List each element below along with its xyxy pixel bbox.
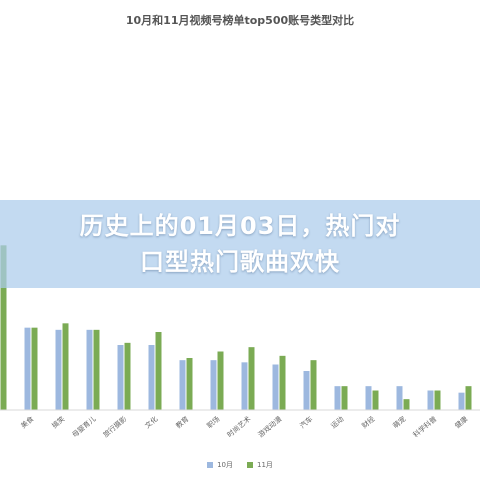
bar-oct-13 bbox=[396, 386, 403, 410]
bar-oct-3 bbox=[86, 329, 93, 410]
x-tick-label-9: 游戏动漫 bbox=[256, 414, 283, 439]
bar-nov-7 bbox=[217, 351, 224, 410]
legend-label-11: 11月 bbox=[257, 461, 273, 469]
legend-item-10: 10月 bbox=[207, 460, 233, 470]
bar-nov-12 bbox=[372, 390, 379, 410]
x-tick-label-2: 搞笑 bbox=[50, 414, 67, 430]
x-tick-label-1: 美食 bbox=[19, 414, 36, 430]
bar-oct-15 bbox=[458, 392, 465, 410]
x-tick-label-12: 财经 bbox=[360, 414, 377, 430]
x-tick-label-8: 时尚艺术 bbox=[225, 414, 252, 439]
headline-line-1: 历史上的01月03日，热门对 bbox=[79, 212, 401, 240]
bar-oct-12 bbox=[365, 386, 372, 410]
legend-swatch-10 bbox=[207, 462, 214, 468]
bar-oct-1 bbox=[24, 327, 31, 410]
bar-nov-8 bbox=[248, 347, 255, 410]
bar-oct-4 bbox=[117, 345, 124, 410]
bar-nov-14 bbox=[434, 390, 441, 410]
legend-swatch-11 bbox=[247, 462, 253, 468]
bar-nov-6 bbox=[186, 358, 193, 410]
bar-nov-13 bbox=[403, 399, 410, 410]
headline-overlay: 历史上的01月03日，热门对 口型热门歌曲欢快 bbox=[0, 200, 480, 288]
headline-text: 历史上的01月03日，热门对 口型热门歌曲欢快 bbox=[0, 208, 480, 280]
x-tick-label-15: 健康 bbox=[453, 414, 470, 430]
legend-label-10: 10月 bbox=[217, 461, 233, 469]
bar-nov-9 bbox=[279, 355, 286, 410]
bar-oct-2 bbox=[55, 329, 62, 410]
x-tick-label-10: 汽车 bbox=[298, 414, 315, 430]
bar-oct-10 bbox=[303, 371, 310, 410]
bar-oct-11 bbox=[334, 386, 341, 410]
x-tick-label-7: 职场 bbox=[205, 414, 222, 430]
legend-item-11: 11月 bbox=[247, 460, 273, 470]
bar-nov-0 bbox=[0, 245, 7, 410]
bar-nov-3 bbox=[93, 329, 100, 410]
x-tick-label-13: 萌宠 bbox=[391, 414, 408, 430]
bar-oct-9 bbox=[272, 364, 279, 410]
x-tick-label-6: 教育 bbox=[174, 414, 191, 430]
x-tick-label-3: 母婴育儿 bbox=[70, 414, 97, 439]
chart-legend: 10月 11月 bbox=[0, 460, 480, 470]
chart-title: 10月和11月视频号榜单top500账号类型对比 bbox=[125, 14, 355, 27]
bar-nov-10 bbox=[310, 360, 317, 410]
bar-nov-5 bbox=[155, 332, 162, 410]
bar-nov-4 bbox=[124, 342, 131, 410]
bar-nov-11 bbox=[341, 386, 348, 410]
bar-nov-2 bbox=[62, 323, 69, 410]
bar-oct-14 bbox=[427, 390, 434, 410]
bar-oct-5 bbox=[148, 345, 155, 410]
headline-line-2: 口型热门歌曲欢快 bbox=[140, 248, 340, 276]
bar-oct-7 bbox=[210, 360, 217, 410]
bar-oct-8 bbox=[241, 362, 248, 410]
bar-nov-1 bbox=[31, 327, 38, 410]
bar-nov-15 bbox=[465, 386, 472, 410]
x-tick-label-14: 科学科普 bbox=[411, 414, 438, 439]
x-tick-label-4: 旅行摄影 bbox=[101, 414, 128, 439]
x-tick-label-5: 文化 bbox=[143, 414, 160, 430]
bar-oct-6 bbox=[179, 360, 186, 410]
x-tick-label-11: 运动 bbox=[329, 414, 346, 430]
